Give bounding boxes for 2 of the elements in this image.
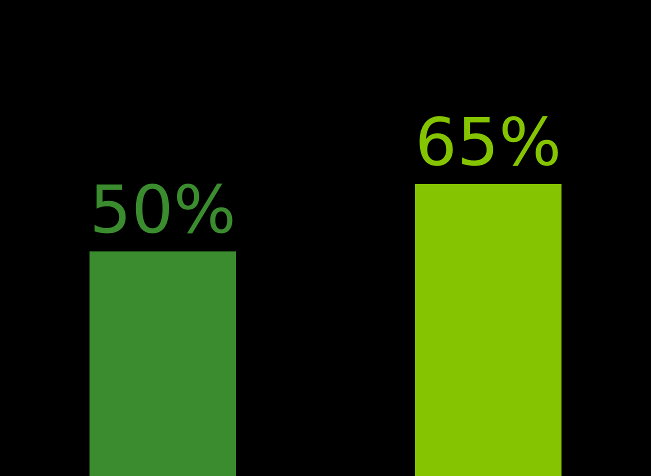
data-label: 65% [415, 104, 562, 182]
data-label: 50% [90, 172, 236, 249]
